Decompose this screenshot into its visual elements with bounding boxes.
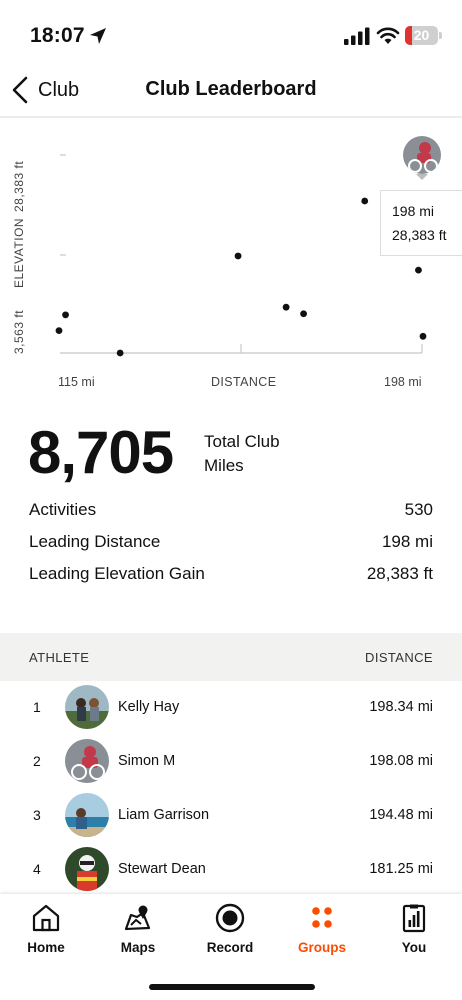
tab-maps[interactable]: Maps [92,902,184,962]
rank: 3 [33,807,41,823]
tab-label: Record [206,940,254,955]
x-axis-max-label: 198 mi [384,375,422,389]
total-club-miles-value: 8,705 [28,419,174,486]
tab-label: Groups [297,940,346,955]
cellular-signal-icon [344,27,370,45]
athlete-distance: 194.48 mi [369,807,433,823]
data-point [419,332,427,340]
scatter-plot [55,154,427,357]
battery-icon: 20 [405,26,438,45]
location-arrow-icon [90,28,106,44]
stat-label: Activities [29,500,97,519]
x-axis-label: DISTANCE [211,375,277,389]
rank: 1 [33,699,41,715]
map-icon [124,905,151,931]
stat-value: 530 [404,500,433,519]
profile-icon [402,904,426,933]
battery-percent: 20 [413,27,430,43]
home-icon [32,904,60,932]
data-point [116,349,124,357]
tab-record[interactable]: Record [184,902,276,962]
column-distance: DISTANCE [365,649,433,665]
athlete-distance: 198.08 mi [369,753,433,769]
chevron-left-icon [12,76,28,104]
column-athlete: ATHLETE [29,649,90,665]
tab-label: Maps [120,940,156,955]
athlete-distance: 198.34 mi [369,699,433,715]
stat-activities: Activities 530 [29,500,433,520]
wifi-icon [376,27,400,44]
elevation-distance-chart: ELEVATION 28,383 ft 3,563 ft 115 mi DIST… [0,118,462,398]
athlete-distance: 181.25 mi [369,861,433,877]
tab-groups[interactable]: Groups [276,902,368,962]
nav-bar: Club Club Leaderboard [0,66,462,116]
y-axis-max-label: 28,383 ft [12,160,26,212]
data-point [234,252,242,260]
avatar [65,685,109,729]
data-point [282,303,290,311]
tooltip-distance: 198 mi [392,203,435,219]
tooltip-elevation: 28,383 ft [392,227,447,243]
data-point [361,197,369,205]
avatar [65,739,109,783]
stat-value: 198 mi [381,532,433,551]
avatar [65,847,109,891]
record-icon [215,903,245,933]
y-axis-label: ELEVATION [12,217,26,288]
leaderboard-row[interactable]: 1 Kelly Hay 198.34 mi [0,680,462,734]
data-point [62,311,69,319]
stat-label: Leading Distance [29,532,161,551]
data-point [55,327,63,335]
tab-you[interactable]: You [368,902,460,962]
athlete-name: Kelly Hay [118,699,180,715]
athlete-name: Simon M [118,753,176,769]
status-bar: 18:07 20 [0,0,462,66]
stat-leading-elevation: Leading Elevation Gain 28,383 ft [29,564,433,584]
stat-value: 28,383 ft [366,564,433,583]
page-title: Club Leaderboard [145,78,317,100]
back-label: Club [38,78,80,101]
rank: 2 [33,753,41,769]
x-axis-min-label: 115 mi [58,375,95,389]
data-point [415,266,422,274]
leaderboard-header: ATHLETE DISTANCE [0,633,462,681]
leaderboard-row[interactable]: 4 Stewart Dean 181.25 mi [0,842,462,896]
tab-bar: Home Maps Record Groups You [0,894,462,1000]
rank: 4 [33,861,41,877]
data-point [300,310,307,318]
groups-icon [312,907,332,928]
status-time: 18:07 [30,24,85,47]
stat-leading-distance: Leading Distance 198 mi [29,532,433,552]
leaderboard-row[interactable]: 3 Liam Garrison 194.48 mi [0,788,462,842]
tab-label: You [401,940,427,955]
y-axis-min-label: 3,563 ft [12,309,26,354]
stat-label: Leading Elevation Gain [29,564,205,583]
total-club-miles-label: Total Club Miles [204,432,280,475]
athlete-name: Stewart Dean [118,861,206,877]
back-button[interactable]: Club [10,72,79,108]
tab-label: Home [27,940,65,955]
chart-tooltip: 198 mi 28,383 ft [380,190,462,256]
leaderboard-row[interactable]: 2 Simon M 198.08 mi [0,734,462,788]
home-indicator [149,984,315,990]
tab-home[interactable]: Home [0,902,92,962]
avatar [65,793,109,837]
leader-avatar[interactable] [403,136,441,174]
athlete-name: Liam Garrison [118,807,210,823]
